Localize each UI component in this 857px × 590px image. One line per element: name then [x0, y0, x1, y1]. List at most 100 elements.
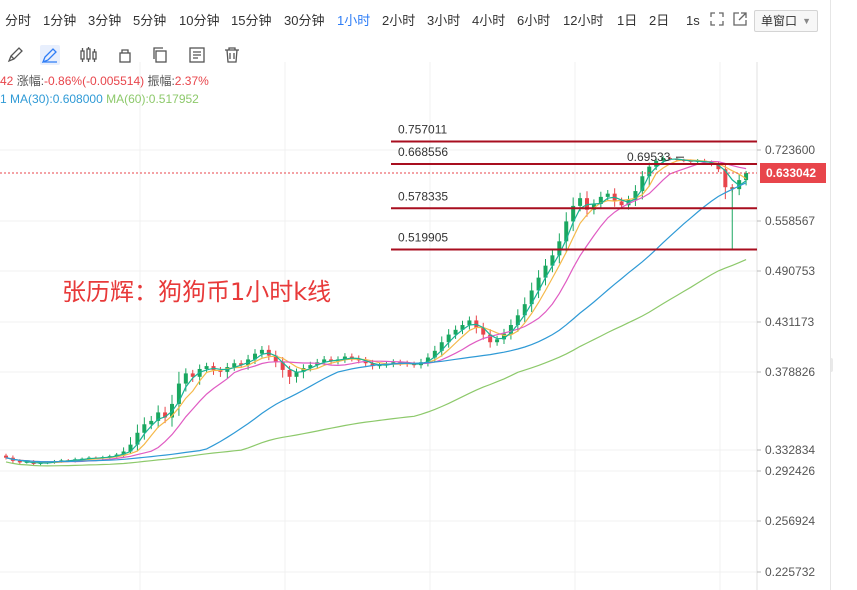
- candle-body: [502, 333, 506, 340]
- trash-icon[interactable]: [222, 45, 242, 65]
- fullscreen-icon[interactable]: [710, 12, 724, 26]
- candle-body: [239, 363, 244, 366]
- copy-icon[interactable]: [150, 45, 170, 65]
- candle-body: [17, 460, 22, 463]
- candle-body: [488, 334, 493, 343]
- candle-body: [204, 366, 209, 369]
- candle-body: [273, 355, 278, 363]
- chevron-down-icon: ▼: [802, 16, 811, 26]
- tf-1min[interactable]: 1分钟: [43, 13, 77, 28]
- chart-annotation-title: 张历辉：狗狗币1小时k线: [62, 278, 332, 306]
- candle-body: [280, 362, 285, 370]
- tf-5min[interactable]: 5分钟: [133, 13, 167, 28]
- tf-30min[interactable]: 30分钟: [284, 13, 325, 28]
- candle-body: [522, 304, 527, 316]
- candle-body: [24, 461, 29, 463]
- y-tick-label: 0.558567: [765, 214, 815, 228]
- candle-body: [571, 205, 576, 222]
- tf-1h[interactable]: 1小时: [337, 13, 371, 28]
- popout-icon[interactable]: [733, 12, 747, 26]
- candle-body: [156, 412, 161, 421]
- candle-body: [439, 342, 444, 351]
- tf-2h[interactable]: 2小时: [382, 13, 416, 28]
- candle-body: [481, 327, 486, 335]
- y-tick-label: 0.256924: [765, 514, 815, 528]
- seconds-toggle[interactable]: 1s: [686, 13, 700, 28]
- legend-ma60: MA(60):0.517952: [106, 92, 199, 106]
- candle-body: [640, 176, 645, 192]
- tf-fenshi[interactable]: 分时: [5, 13, 32, 28]
- legend-ma30: MA(30):0.608000: [10, 92, 103, 106]
- tf-3h[interactable]: 3小时: [427, 13, 461, 28]
- candle-body: [183, 373, 188, 384]
- y-tick-label: 0.431173: [765, 315, 814, 329]
- candle-body: [176, 383, 181, 404]
- candle-body: [259, 349, 264, 354]
- chart-legend: 42 涨幅:-0.86%(-0.005514) 振幅:2.37% 1 MA(30…: [0, 72, 209, 108]
- settings-list-icon[interactable]: [187, 45, 207, 65]
- window-mode-select[interactable]: 单窗口 ▼: [754, 10, 818, 32]
- candle-body: [121, 451, 126, 455]
- timeframe-bar: 分时 1分钟 3分钟 5分钟 10分钟 15分钟 30分钟 1小时 2小时 3小…: [0, 0, 830, 42]
- candle-body: [128, 444, 133, 452]
- collapse-handle-icon[interactable]: ▸: [831, 358, 833, 372]
- candle-body: [515, 315, 520, 326]
- tf-2d[interactable]: 2日: [649, 13, 670, 28]
- current-price-label: 0.633042: [766, 166, 816, 180]
- orderbook-sidebar: ▸: [830, 0, 857, 590]
- candle-body: [135, 432, 140, 445]
- lock-icon[interactable]: [115, 45, 135, 65]
- ma30-line: [5, 182, 747, 463]
- candle-body: [460, 325, 465, 330]
- tf-4h[interactable]: 4小时: [472, 13, 506, 28]
- price-chart[interactable]: 0.723600 0.558567 0.490753 0.431173 0.378826…: [0, 62, 830, 590]
- candle-body: [467, 320, 472, 326]
- y-tick-label: 0.490753: [765, 264, 815, 278]
- legend-change-label: 涨幅:: [16, 74, 45, 88]
- candle-body: [543, 265, 548, 278]
- tf-3min[interactable]: 3分钟: [88, 13, 122, 28]
- ma10-line: [5, 160, 747, 463]
- candle-body: [232, 363, 237, 368]
- candle-body: [591, 203, 596, 210]
- candle-body: [668, 158, 672, 160]
- legend-price-fragment: 42: [0, 74, 14, 88]
- pencil-icon[interactable]: [5, 45, 25, 65]
- ma60-line: [5, 259, 747, 467]
- candle-body: [495, 339, 500, 343]
- candle-body: [149, 420, 154, 425]
- candle-body: [557, 241, 562, 256]
- candle-body: [294, 371, 299, 377]
- draw-line-icon[interactable]: [40, 45, 60, 65]
- candle-body: [529, 290, 534, 305]
- candle-body: [163, 412, 168, 418]
- tf-6h[interactable]: 6小时: [517, 13, 551, 28]
- tf-12h[interactable]: 12小时: [563, 13, 604, 28]
- level-label: 0.519905: [398, 231, 448, 245]
- tf-15min[interactable]: 15分钟: [231, 13, 272, 28]
- candle-body: [508, 325, 513, 334]
- candle-body: [253, 353, 257, 360]
- y-tick-label: 0.723600: [765, 143, 815, 157]
- candle-body: [723, 169, 728, 188]
- legend-amplitude-label: 振幅:: [147, 74, 175, 88]
- candle-body: [432, 350, 437, 358]
- candle-body: [329, 359, 334, 362]
- candle-body: [142, 424, 147, 433]
- legend-ma-prefix: 1: [0, 92, 7, 106]
- legend-amplitude-value: 2.37%: [174, 74, 209, 88]
- candle-body: [536, 277, 541, 291]
- legend-change-value: -0.86%(-0.005514): [44, 74, 145, 88]
- candle-body: [633, 191, 638, 201]
- tf-1d[interactable]: 1日: [617, 13, 638, 28]
- candle-body: [564, 221, 569, 242]
- y-tick-label: 0.378826: [765, 365, 815, 379]
- candle-body: [619, 201, 624, 206]
- candle-body: [550, 255, 555, 266]
- candlestick-icon[interactable]: [78, 45, 98, 65]
- candle-body: [190, 373, 195, 377]
- candle-body: [308, 365, 313, 369]
- level-label: 0.757011: [398, 123, 447, 137]
- tf-10min[interactable]: 10分钟: [179, 13, 220, 28]
- candle-body: [4, 455, 8, 458]
